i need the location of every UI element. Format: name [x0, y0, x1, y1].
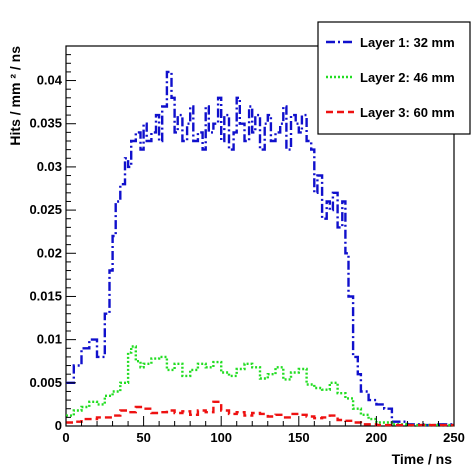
x-axis: 0 50 100 150 200 250 [62, 416, 465, 445]
y-tick-label: 0.03 [37, 159, 62, 174]
x-tick-label: 100 [210, 430, 232, 445]
x-axis-title: Time / ns [392, 451, 453, 467]
y-tick-label: 0.01 [37, 332, 62, 347]
legend-label: Layer 2: 46 mm [360, 70, 455, 85]
x-tick-label: 50 [136, 430, 150, 445]
y-axis: 0 0.005 0.01 0.015 0.02 0.025 0.03 0.035 0.04 [29, 54, 76, 433]
y-tick-label: 0.005 [29, 375, 62, 390]
y-axis-title: Hits / mm ² / ns [7, 46, 23, 146]
y-tick-label: 0 [55, 418, 62, 433]
x-tick-label: 0 [62, 430, 69, 445]
series-line-layer-2 [66, 345, 454, 427]
series-line-layer-3 [66, 400, 454, 427]
x-tick-label: 250 [443, 430, 465, 445]
y-tick-label: 0.025 [29, 202, 62, 217]
legend: Layer 1: 32 mm Layer 2: 46 mm Layer 3: 60 … [317, 21, 471, 135]
legend-label: Layer 1: 32 mm [360, 35, 455, 50]
y-tick-label: 0.015 [29, 288, 62, 303]
x-tick-label: 200 [366, 430, 388, 445]
y-tick-label: 0.04 [37, 73, 63, 88]
x-tick-label: 150 [288, 430, 310, 445]
y-tick-label: 0.02 [37, 245, 62, 260]
y-tick-label: 0.035 [29, 116, 62, 131]
legend-label: Layer 3: 60 mm [360, 105, 455, 120]
series-group [66, 70, 456, 427]
